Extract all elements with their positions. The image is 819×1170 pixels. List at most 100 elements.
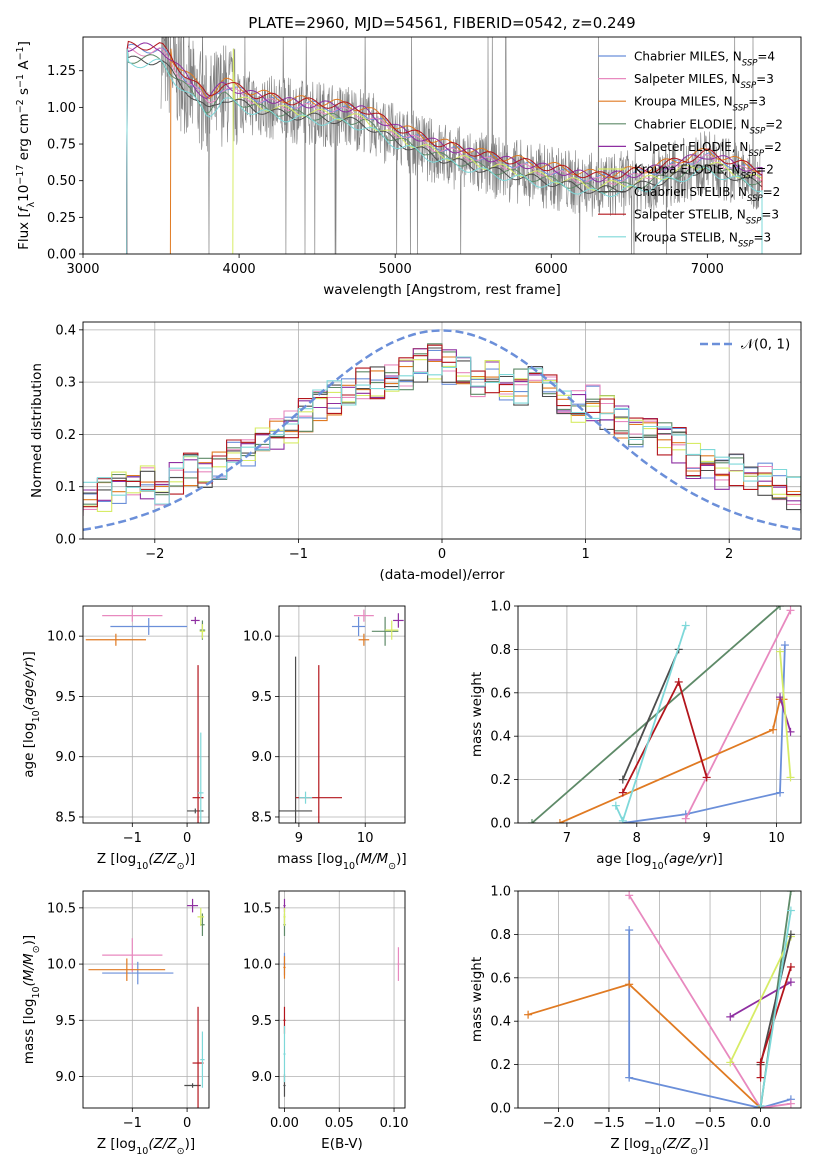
y-tick-label: 0.4	[55, 323, 76, 338]
x-tick-label: 7000	[691, 262, 724, 277]
model-spectrum-line	[169, 48, 763, 254]
ticks: −1 0 9.0 9.5 10.0 10.5	[47, 901, 191, 1131]
y-tick-label: 1.25	[47, 64, 76, 79]
x-tick-label: 7	[563, 831, 571, 846]
plot-area	[126, 37, 763, 254]
x-tick-label: −1	[123, 831, 142, 846]
axes-frame	[82, 36, 802, 255]
y-tick-label: 0.25	[47, 211, 76, 226]
y-tick-label: 0.6	[490, 971, 511, 986]
mass-weight-series-line	[531, 606, 781, 823]
spectrum-plot: 3000 4000 5000 6000 7000 0.00 0.25 0.50 0.75 1.00…	[15, 14, 802, 298]
x-axis-label: Z [log10(Z/Z⊙)]	[97, 1136, 195, 1157]
y-tick-label: 0.8	[490, 928, 511, 943]
legend-entry: Kroupa MILES, NSSP=3	[634, 95, 766, 114]
ticks: −2 −1 0 1 2 0.0 0.1 0.2 0.3 0.4	[55, 323, 733, 562]
grid-lines	[83, 606, 209, 823]
x-tick-label: 0	[183, 831, 191, 846]
legend: Chabrier MILES, NSSP=4 Salpeter MILES, NS…	[598, 50, 783, 249]
y-tick-label: 0.6	[490, 686, 511, 701]
x-tick-label: −1	[123, 1116, 142, 1131]
mass-weight-series-line	[622, 645, 786, 823]
grid-lines	[279, 891, 405, 1108]
axes-frame	[517, 890, 802, 1109]
legend-entry: Chabrier ELODIE, NSSP=2	[634, 117, 783, 136]
plot-area	[527, 606, 795, 823]
mass-weight-vs-metallicity-plot: −2.0 −1.5 −1.0 −0.5 0.0 0.0 0.2 0.4 0.6 0.8 1.0 Z […	[469, 885, 802, 1157]
y-tick-label: 0.0	[55, 533, 76, 548]
legend-entry: 𝒩(0, 1)	[741, 337, 790, 353]
x-tick-label: −1.5	[593, 1116, 625, 1131]
model-spectrum-line	[126, 48, 763, 254]
x-tick-label: 9	[295, 831, 303, 846]
axes-frame	[517, 605, 802, 824]
x-tick-label: 9	[703, 831, 711, 846]
y-tick-label: 9.0	[251, 1070, 272, 1085]
x-tick-label: 0	[183, 1116, 191, 1131]
x-tick-label: 10	[768, 831, 785, 846]
y-tick-label: 9.5	[251, 690, 272, 705]
normal-distribution-curve	[83, 329, 801, 532]
mass-weight-series-line	[759, 910, 792, 1106]
mass-weight-series-line	[779, 651, 792, 778]
legend-entry: Salpeter MILES, NSSP=3	[634, 72, 774, 91]
model-spectrum-line	[126, 40, 763, 254]
y-tick-label: 0.0	[490, 817, 511, 832]
y-tick-label: 0.00	[47, 248, 76, 263]
x-tick-label: −2.0	[543, 1116, 575, 1131]
y-tick-label: 0.2	[490, 773, 511, 788]
axes-frame	[82, 890, 210, 1109]
model-spectrum-line	[126, 48, 763, 254]
x-tick-label: 6000	[535, 262, 568, 277]
x-tick-label: 1	[581, 547, 589, 562]
y-tick-label: 10.5	[47, 901, 76, 916]
y-tick-label: 0.2	[55, 428, 76, 443]
ticks: −1 0 8.5 9.0 9.5 10.0	[47, 630, 191, 846]
grid-lines	[279, 606, 405, 823]
y-axis-label: Flux [fλ10−17 erg cm−2 s−1 A−1]	[15, 41, 37, 250]
residual-histogram-plot: −2 −1 0 1 2 0.0 0.1 0.2 0.3 0.4 𝒩(0, 1) (data-model…	[29, 321, 802, 583]
y-tick-label: 9.5	[251, 1014, 272, 1029]
axes-frame	[278, 605, 406, 824]
y-tick-label: 0.1	[55, 480, 76, 495]
mass-weight-series-line	[621, 649, 680, 780]
x-tick-label: 2	[725, 547, 733, 562]
x-tick-label: 0.00	[270, 1116, 299, 1131]
age-vs-mass-plot: 9 10 8.5 9.0 9.5 10.0 mass [log10(M/M⊙)]	[243, 605, 407, 872]
x-tick-label: −1	[289, 547, 308, 562]
y-tick-label: 0.75	[47, 138, 76, 153]
legend-entry: Kroupa STELIB, NSSP=3	[634, 230, 771, 249]
x-axis-label: mass [log10(M/M⊙)]	[277, 851, 406, 872]
model-spectrum-line	[232, 48, 763, 254]
residual-histogram-step	[83, 356, 801, 505]
y-tick-label: 0.3	[55, 376, 76, 391]
mass-weight-series-line	[759, 934, 792, 1065]
y-tick-label: 0.2	[490, 1058, 511, 1073]
y-tick-label: 9.5	[55, 690, 76, 705]
y-tick-label: 8.5	[55, 810, 76, 825]
x-axis-label: (data-model)/error	[379, 567, 505, 583]
x-axis-label: age [log10(age/yr)]	[596, 851, 722, 872]
y-axis-label: mass [log10(M/M⊙)]	[21, 935, 42, 1064]
x-tick-label: 0.10	[380, 1116, 409, 1131]
ticks: 3000 4000 5000 6000 7000 0.00 0.25 0.50 0.75 1.00…	[47, 64, 724, 277]
x-tick-label: 0	[438, 547, 446, 562]
legend-entry: Salpeter STELIB, NSSP=3	[634, 208, 779, 227]
legend: 𝒩(0, 1)	[700, 337, 790, 353]
x-tick-label: 0.0	[750, 1116, 771, 1131]
y-tick-label: 8.5	[251, 810, 272, 825]
ticks: 0.00 0.05 0.10 9.0 9.5 10.0 10.5	[243, 901, 408, 1131]
axes-frame	[278, 890, 406, 1109]
y-tick-label: 10.0	[47, 630, 76, 645]
axes-frame	[82, 605, 210, 824]
y-tick-label: 0.50	[47, 174, 76, 189]
mass-weight-series-line	[628, 930, 792, 1108]
ticks: 9 10 8.5 9.0 9.5 10.0	[243, 630, 373, 846]
legend-entry: Chabrier MILES, NSSP=4	[634, 50, 775, 69]
x-tick-label: −1.0	[644, 1116, 676, 1131]
x-tick-label: 5000	[379, 262, 412, 277]
x-axis-label: E(B-V)	[321, 1136, 363, 1152]
y-tick-label: 10.0	[243, 958, 272, 973]
x-tick-label: 0.05	[325, 1116, 354, 1131]
y-tick-label: 0.4	[490, 730, 511, 745]
